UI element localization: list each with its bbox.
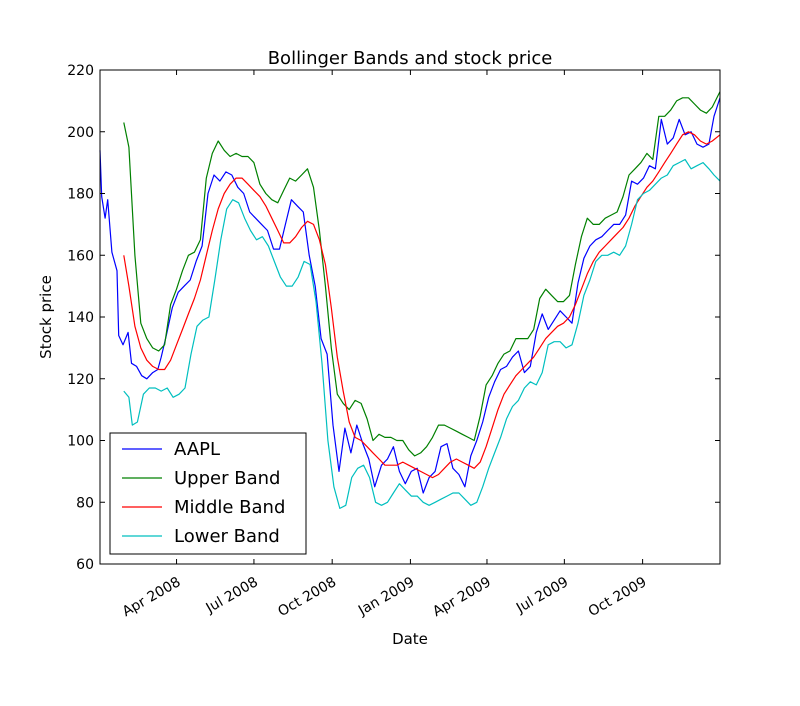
y-tick-label: 220 xyxy=(67,63,94,79)
legend-label: Middle Band xyxy=(174,497,285,518)
y-tick-label: 200 xyxy=(67,125,94,141)
series-line-lower-band xyxy=(123,158,721,509)
x-tick-label: Jul 2009 xyxy=(513,574,571,617)
y-tick-label: 160 xyxy=(67,248,94,264)
y-tick-label: 100 xyxy=(67,434,94,450)
y-axis: 60 80 100 120 140 160 180 200 220 xyxy=(67,63,720,573)
y-tick-label: 180 xyxy=(67,187,94,203)
x-tick-label: Oct 2008 xyxy=(275,574,339,620)
y-axis-title: Stock price xyxy=(37,275,55,359)
y-tick-label: 140 xyxy=(67,310,94,326)
y-tick-label: 120 xyxy=(67,372,94,388)
x-tick-label: Apr 2008 xyxy=(120,574,184,620)
legend: AAPL Upper Band Middle Band Lower Band xyxy=(109,432,307,555)
chart-title: Bollinger Bands and stock price xyxy=(268,48,553,69)
legend-label: Upper Band xyxy=(174,468,280,489)
x-axis-title: Date xyxy=(392,630,428,648)
x-tick-label: Jul 2008 xyxy=(203,574,261,617)
plot-lines xyxy=(99,91,721,509)
y-tick-label: 80 xyxy=(76,495,94,511)
series-line-middle-band xyxy=(123,131,721,479)
series-line-upper-band xyxy=(123,91,721,457)
y-tick-label: 60 xyxy=(76,557,94,573)
legend-label: Lower Band xyxy=(174,526,280,547)
x-tick-label: Apr 2009 xyxy=(430,574,494,620)
x-tick-label: Oct 2009 xyxy=(586,574,650,620)
legend-frame xyxy=(109,432,307,555)
series-line-aapl xyxy=(99,97,721,494)
legend-label: AAPL xyxy=(174,439,220,460)
x-tick-label: Jan 2009 xyxy=(355,574,417,619)
